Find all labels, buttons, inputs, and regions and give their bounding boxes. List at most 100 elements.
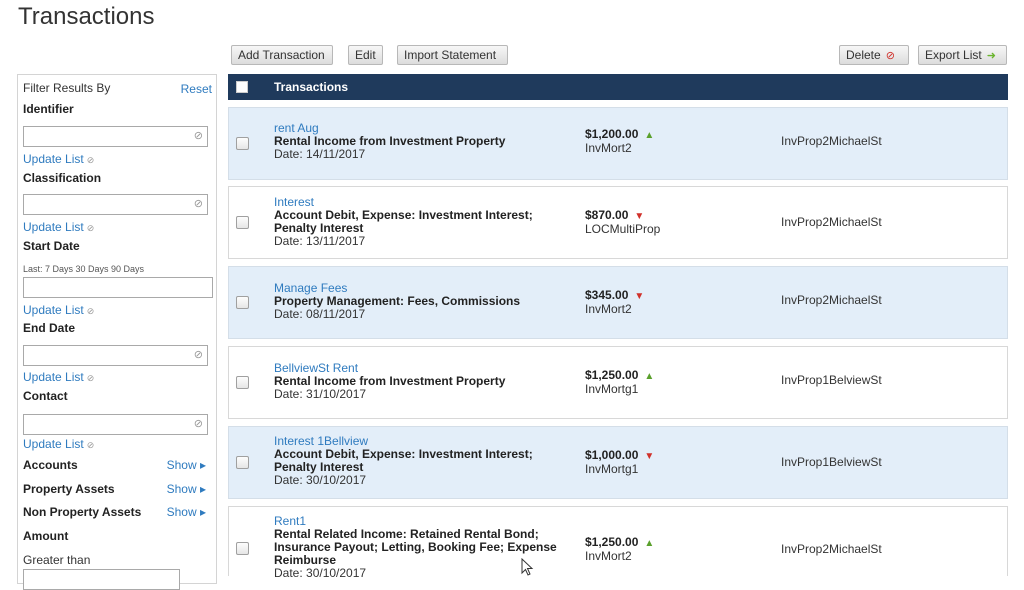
transaction-property: InvProp1BelviewSt: [781, 455, 882, 469]
select-all-checkbox[interactable]: [236, 81, 248, 93]
filter-sidebar: Filter Results By Reset Identifier ⊘ Upd…: [17, 74, 217, 590]
non-property-assets-label: Non Property Assets: [23, 505, 142, 519]
transaction-name-link[interactable]: Interest 1Bellview: [274, 434, 369, 448]
greater-than-label: Greater than: [23, 553, 91, 567]
contact-label: Contact: [23, 389, 68, 403]
table-row[interactable]: Interest Account Debit, Expense: Investm…: [228, 186, 1008, 259]
transaction-date: Date: 31/10/2017: [274, 387, 367, 401]
chevron-right-icon: ▸: [199, 505, 206, 519]
clear-icon[interactable]: ⊘: [193, 130, 203, 142]
transactions-table-header: Transactions: [228, 74, 1008, 100]
page-title: Transactions: [18, 3, 155, 30]
clear-icon[interactable]: ⊘: [193, 349, 203, 361]
transaction-name-link[interactable]: BellviewSt Rent: [274, 361, 359, 375]
start-date-label: Start Date: [23, 239, 80, 253]
refresh-icon: ⊘: [86, 440, 95, 450]
arrow-down-icon: ▼: [634, 211, 645, 222]
amount-greater-input[interactable]: [23, 569, 180, 590]
refresh-icon: ⊘: [86, 223, 95, 233]
identifier-input[interactable]: ⊘: [23, 126, 208, 147]
arrow-up-icon: ▲: [644, 371, 655, 382]
transaction-account: InvMort2: [585, 302, 632, 316]
import-statement-button[interactable]: Import Statement: [397, 45, 508, 65]
export-label: Export List: [925, 48, 982, 62]
update-list-link[interactable]: Update List ⊘: [23, 220, 94, 234]
table-row[interactable]: Manage Fees Property Management: Fees, C…: [228, 266, 1008, 339]
arrow-up-icon: ▲: [644, 538, 655, 549]
transaction-amount: $1,000.00: [585, 448, 639, 462]
update-list-label: Update List: [23, 370, 84, 384]
classification-label: Classification: [23, 171, 102, 185]
transaction-amount: $870.00: [585, 208, 629, 222]
classification-input[interactable]: ⊘: [23, 194, 208, 215]
row-checkbox[interactable]: [236, 376, 249, 389]
filter-heading: Filter Results By: [23, 81, 111, 95]
show-label: Show: [166, 482, 197, 496]
table-row[interactable]: BellviewSt Rent Rental Income from Inves…: [228, 346, 1008, 419]
transaction-date: Date: 14/11/2017: [274, 147, 366, 161]
delete-button[interactable]: Delete ⊘: [839, 45, 909, 65]
row-checkbox[interactable]: [236, 137, 249, 150]
property-assets-label: Property Assets: [23, 482, 115, 496]
clear-icon[interactable]: ⊘: [193, 418, 203, 430]
contact-input[interactable]: ⊘: [23, 414, 208, 435]
update-list-link[interactable]: Update List ⊘: [23, 152, 94, 166]
transaction-name-link[interactable]: Rent1: [274, 514, 307, 528]
transaction-account: InvMortg1: [585, 382, 639, 396]
row-checkbox[interactable]: [236, 216, 249, 229]
transaction-account: InvMort2: [585, 549, 632, 563]
chevron-right-icon: ▸: [199, 482, 206, 496]
update-list-link[interactable]: Update List ⊘: [23, 437, 94, 451]
transaction-name-link[interactable]: rent Aug: [274, 121, 319, 135]
transaction-property: InvProp2MichaelSt: [781, 542, 882, 556]
arrow-right-icon: ➜: [986, 50, 996, 62]
refresh-icon: ⊘: [86, 373, 95, 383]
clear-icon[interactable]: ⊘: [193, 198, 203, 210]
refresh-icon: ⊘: [86, 155, 95, 165]
date-presets[interactable]: Last: 7 Days 30 Days 90 Days: [23, 264, 145, 274]
transaction-date: Date: 30/10/2017: [274, 473, 367, 487]
row-checkbox[interactable]: [236, 296, 249, 309]
table-row[interactable]: rent Aug Rental Income from Investment P…: [228, 107, 1008, 180]
table-row[interactable]: Rent1 Rental Related Income: Retained Re…: [228, 506, 1008, 580]
non-property-assets-show-link[interactable]: Show ▸: [167, 505, 206, 519]
start-date-input[interactable]: [23, 277, 213, 298]
transaction-name-link[interactable]: Interest: [274, 195, 315, 209]
arrow-up-icon: ▲: [644, 130, 655, 141]
transaction-account: InvMort2: [585, 141, 632, 155]
update-list-link[interactable]: Update List ⊘: [23, 303, 94, 317]
end-date-label: End Date: [23, 321, 76, 335]
row-checkbox[interactable]: [236, 456, 249, 469]
mouse-pointer-icon: [521, 558, 534, 576]
property-assets-show-link[interactable]: Show ▸: [167, 482, 206, 496]
accounts-show-link[interactable]: Show ▸: [167, 458, 206, 472]
column-header-transactions: Transactions: [274, 80, 349, 94]
transaction-classification: Account Debit, Expense: Investment Inter…: [274, 208, 533, 235]
export-list-button[interactable]: Export List ➜: [918, 45, 1007, 65]
end-date-input[interactable]: ⊘: [23, 345, 208, 366]
transaction-classification: Rental Income from Investment Property: [274, 374, 506, 388]
row-checkbox[interactable]: [236, 542, 249, 555]
refresh-icon: ⊘: [86, 306, 95, 316]
transaction-account: LOCMultiProp: [585, 222, 661, 236]
update-list-label: Update List: [23, 220, 84, 234]
update-list-label: Update List: [23, 303, 84, 317]
update-list-link[interactable]: Update List ⊘: [23, 370, 94, 384]
table-row[interactable]: Interest 1Bellview Account Debit, Expens…: [228, 426, 1008, 499]
update-list-label: Update List: [23, 152, 84, 166]
transaction-name-link[interactable]: Manage Fees: [274, 281, 348, 295]
transaction-account: InvMortg1: [585, 462, 639, 476]
transaction-property: InvProp2MichaelSt: [781, 293, 882, 307]
transaction-classification: Account Debit, Expense: Investment Inter…: [274, 447, 533, 474]
identifier-label: Identifier: [23, 102, 74, 116]
transaction-property: InvProp2MichaelSt: [781, 134, 882, 148]
add-transaction-button[interactable]: Add Transaction: [231, 45, 333, 65]
edit-button[interactable]: Edit: [348, 45, 383, 65]
chevron-right-icon: ▸: [199, 458, 206, 472]
amount-label: Amount: [23, 529, 69, 543]
reset-link[interactable]: Reset: [180, 82, 212, 96]
accounts-label: Accounts: [23, 458, 78, 472]
transaction-amount: $1,250.00: [585, 535, 639, 549]
transaction-date: Date: 13/11/2017: [274, 234, 366, 248]
show-label: Show: [166, 458, 197, 472]
